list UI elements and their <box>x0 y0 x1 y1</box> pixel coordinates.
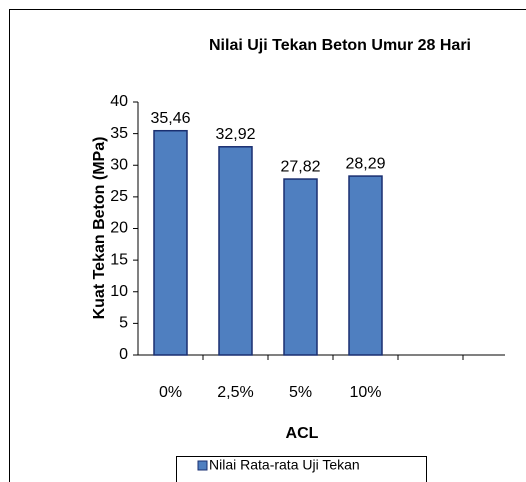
y-axis-title: Kuat Tekan Beton (MPa) <box>91 137 108 320</box>
y-tick-label: 0 <box>119 346 128 363</box>
x-tick-label: 5% <box>289 384 312 401</box>
y-tick-label: 35 <box>110 125 128 142</box>
data-label: 35,46 <box>150 110 190 127</box>
bar <box>153 129 188 356</box>
chart-title: Nilai Uji Tekan Beton Umur 28 Hari <box>209 37 471 54</box>
bar <box>348 175 383 356</box>
y-tick-label: 25 <box>110 188 128 205</box>
y-tick-label: 20 <box>110 220 128 237</box>
y-tick-label: 5 <box>119 315 128 332</box>
x-tick-label: 0% <box>159 384 182 401</box>
data-label: 27,82 <box>280 158 320 175</box>
x-tick-label: 2,5% <box>217 384 253 401</box>
data-label: 28,29 <box>345 155 385 172</box>
legend-label: Nilai Rata-rata Uji Tekan <box>209 457 360 473</box>
y-tick-label: 30 <box>110 156 128 173</box>
data-label: 32,92 <box>215 126 255 143</box>
x-tick-label: 10% <box>349 384 381 401</box>
legend-box <box>176 456 427 482</box>
bar <box>283 178 318 356</box>
x-axis-title: ACL <box>286 425 319 442</box>
y-tick-label: 15 <box>110 251 128 268</box>
bar <box>218 146 253 356</box>
y-tick-label: 10 <box>110 283 128 300</box>
y-tick-label: 40 <box>110 93 128 110</box>
legend-swatch <box>197 460 208 471</box>
chart-frame <box>9 9 526 482</box>
